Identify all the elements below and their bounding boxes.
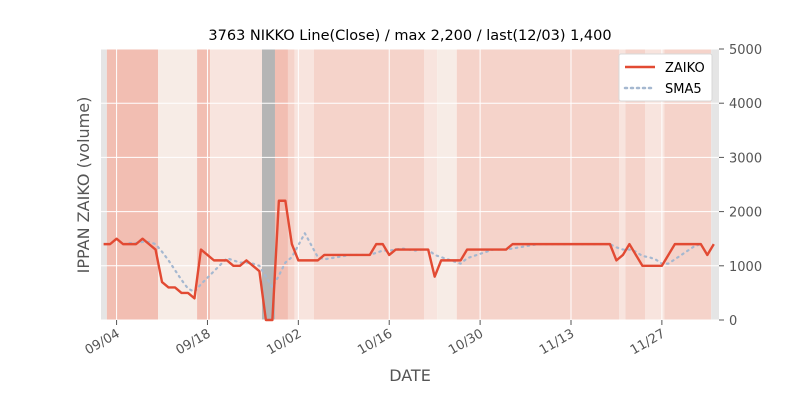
x-tick-label: 11/13: [537, 326, 577, 358]
background-band: [625, 49, 645, 320]
legend-label-zaiko: ZAIKO: [665, 61, 705, 76]
y-tick-label: 2000: [729, 206, 762, 221]
y-axis-label: IPPAN ZAIKO (volume): [74, 97, 93, 274]
background-band: [424, 49, 438, 320]
background-band: [197, 49, 211, 320]
y-tick-label: 4000: [729, 97, 762, 112]
legend-label-sma5: SMA5: [665, 82, 702, 97]
background-band: [210, 49, 262, 320]
y-tick-label: 1000: [729, 260, 762, 275]
x-tick-label: 09/04: [83, 326, 123, 358]
legend: ZAIKO SMA5: [618, 53, 713, 102]
chart-title: 3763 NIKKO Line(Close) / max 2,200 / las…: [208, 28, 611, 44]
background-band: [437, 49, 457, 320]
background-band: [619, 49, 626, 320]
background-band: [158, 49, 198, 320]
series-line-zaiko: [103, 199, 715, 322]
x-tick-label: 09/18: [174, 326, 214, 358]
x-tick-label: 10/30: [446, 326, 486, 358]
background-band: [313, 49, 425, 320]
background-band: [287, 49, 295, 320]
x-tick-label: 10/02: [264, 326, 304, 358]
x-axis-label: DATE: [389, 366, 431, 385]
x-tick-label: 11/27: [628, 326, 668, 358]
background-band: [261, 49, 275, 320]
background-band: [106, 49, 159, 320]
y-axis: 0 1000 2000 3000 4000 5000: [719, 43, 762, 329]
zaiko-series: [103, 199, 715, 322]
background-band: [456, 49, 620, 320]
background-band: [274, 49, 288, 320]
background-band: [644, 49, 665, 320]
y-tick-label: 5000: [729, 43, 762, 58]
x-axis: 09/04 09/18 10/02 10/16 10/30 11/13 11/27: [83, 320, 668, 358]
background-band: [101, 49, 107, 320]
background-band: [294, 49, 314, 320]
y-tick-label: 3000: [729, 151, 762, 166]
background-band: [711, 49, 719, 320]
x-tick-label: 10/16: [355, 326, 395, 358]
y-tick-label: 0: [729, 314, 737, 329]
